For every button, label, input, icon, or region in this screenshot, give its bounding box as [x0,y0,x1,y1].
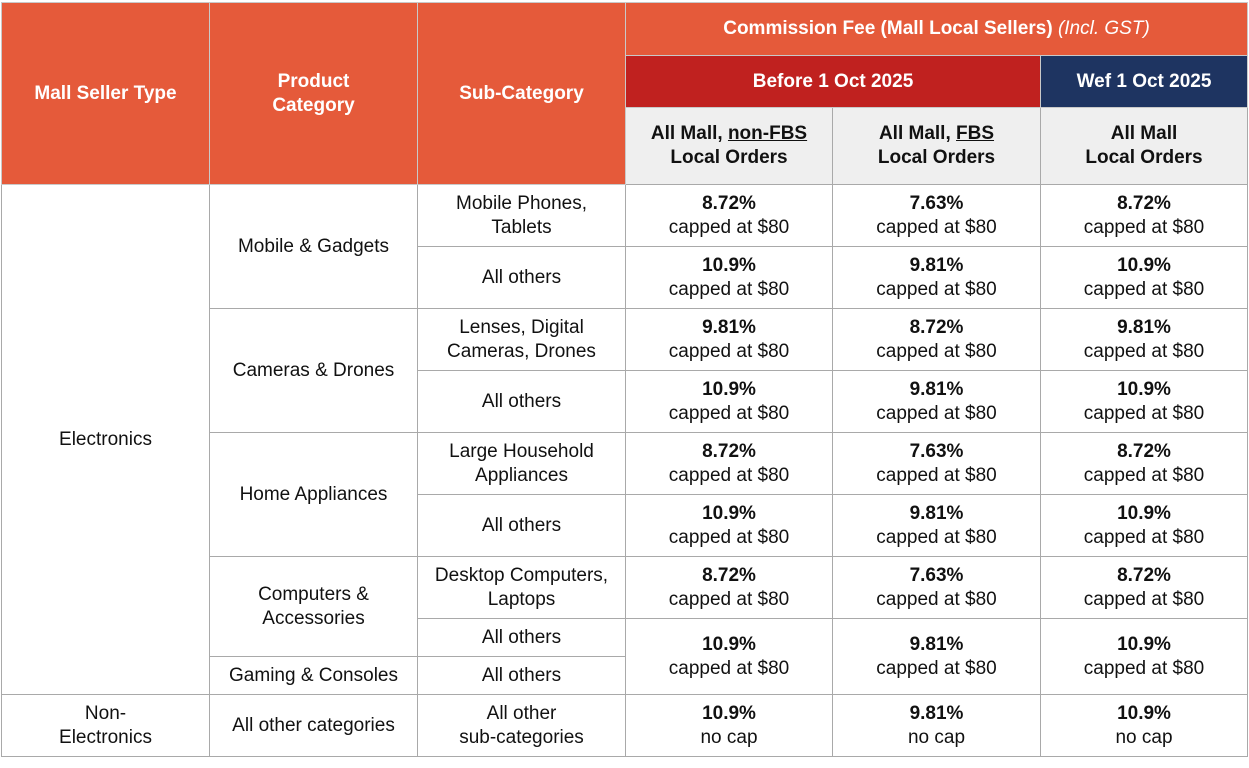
sub-category-cell: All others [417,494,626,557]
table-row: All others 10.9% capped at $80 9.81% cappe… [2,370,1249,433]
sub-category-cell: All others [417,618,626,657]
fee-cell: 9.81% no cap [832,694,1041,757]
table-row: Non- Electronics All other categories All… [1,694,1249,757]
category-computers-accessories: Computers & Accessories [209,556,418,657]
table-row: Electronics Mobile & Gadgets Mobile Phon… [1,184,1249,695]
sub-category-cell: Desktop Computers, Laptops [417,556,626,619]
header-wef-1-oct-2025: Wef 1 Oct 2025 [1039,55,1249,108]
table-row: Cameras & Drones Lenses, Digital Cameras,… [2,308,1249,433]
category-home-appliances: Home Appliances [209,432,418,557]
fee-cell: 8.72% capped at $80 [832,308,1041,371]
fee-cell: 7.63% capped at $80 [832,184,1041,247]
header-all-mall-non-fbs: All Mall, non-FBS Local Orders [625,107,833,185]
fee-cell: 10.9% capped at $80 [625,246,833,309]
fee-cell: 10.9% capped at $80 [625,618,833,695]
fee-cell: 10.9% no cap [1039,694,1249,757]
header-mall-seller-type: Mall Seller Type [1,2,210,185]
table-row: Computers & Accessories Desktop Computers… [2,556,1249,657]
fee-cell: 10.9% capped at $80 [625,494,833,557]
table-row: All others 10.9% capped at $80 9.81% cappe… [2,246,1249,309]
fee-cell: 9.81% capped at $80 [832,246,1041,309]
fee-cell: 9.81% capped at $80 [1039,308,1249,371]
category-gaming-consoles: Gaming & Consoles [209,656,418,695]
header-all-mall-local-orders: All Mall Local Orders [1039,107,1249,185]
sub-category-cell: Mobile Phones, Tablets [417,184,626,247]
group-electronics: Electronics [1,184,210,695]
sub-category-cell: All other sub-categories [417,694,626,757]
fee-cell: 9.81% capped at $80 [832,370,1041,433]
fee-cell: 10.9% capped at $80 [1039,370,1249,433]
sub-category-cell: Large Household Appliances [417,432,626,495]
header-sub-category: Sub-Category [417,2,626,185]
sub-category-cell: All others [417,246,626,309]
fee-cell: 9.81% capped at $80 [625,308,833,371]
fee-cell: 9.81% capped at $80 [832,494,1041,557]
fee-cell: 7.63% capped at $80 [832,432,1041,495]
fee-cell: 7.63% capped at $80 [832,556,1041,619]
group-non-electronics: Non- Electronics [1,694,210,757]
category-all-other-categories: All other categories [209,694,418,757]
fee-cell: 8.72% capped at $80 [625,184,833,247]
fee-cell: 10.9% no cap [625,694,833,757]
table-row: All others 10.9% capped at $80 9.81% cappe… [2,494,1249,557]
table-row: Gaming & Consoles All others [2,656,1248,695]
fee-cell: 9.81% capped at $80 [832,618,1041,695]
sub-category-cell: All others [417,656,626,695]
category-cameras-drones: Cameras & Drones [209,308,418,433]
fee-cell: 8.72% capped at $80 [1039,556,1249,619]
sub-category-cell: Lenses, Digital Cameras, Drones [417,308,626,371]
fee-cell: 8.72% capped at $80 [1039,432,1249,495]
header-product-category: Product Category [209,2,418,185]
fee-cell: 8.72% capped at $80 [625,432,833,495]
fee-cell: 10.9% capped at $80 [625,370,833,433]
fee-cell: 8.72% capped at $80 [625,556,833,619]
table-row: Home Appliances Large Household Appliance… [2,432,1249,557]
category-mobile-gadgets: Mobile & Gadgets [209,184,418,309]
fee-cell: 10.9% capped at $80 [1039,246,1249,309]
header-all-mall-fbs: All Mall, FBS Local Orders [832,107,1041,185]
fee-cell: 8.72% capped at $80 [1039,184,1249,247]
header-before-1-oct-2025: Before 1 Oct 2025 [625,55,1041,108]
fee-cell: 10.9% capped at $80 [1039,618,1249,695]
header-commission-fee: Commission Fee (Mall Local Sellers) (Inc… [624,2,1249,56]
fee-cell: 10.9% capped at $80 [1039,494,1249,557]
sub-category-cell: All others [417,370,626,433]
